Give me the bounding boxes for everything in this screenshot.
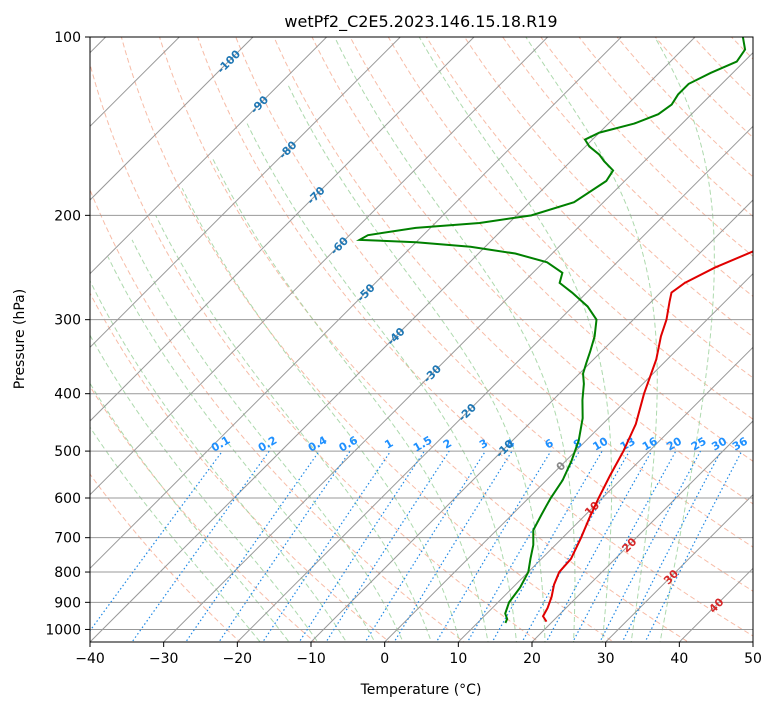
mixing-ratio-line — [491, 450, 603, 642]
x-tick-label: 0 — [380, 651, 389, 667]
isotherm-line — [90, 37, 549, 496]
isotherm-line — [457, 346, 753, 642]
mixing-ratio-line — [262, 450, 392, 642]
mixing-ratio-line — [435, 450, 552, 642]
y-tick-label: 1000 — [45, 622, 81, 638]
isotherm-line — [162, 51, 753, 642]
moist-adiabat-line — [654, 37, 715, 642]
x-tick-label: −30 — [149, 651, 179, 667]
y-tick-label: 900 — [54, 595, 81, 611]
y-tick-label: 600 — [54, 491, 81, 507]
isotherm-line — [604, 493, 753, 642]
y-tick-label: 400 — [54, 387, 81, 403]
moist-adiabat-line — [107, 256, 376, 642]
chart-title: wetPf2_C2E5.2023.146.15.18.R19 — [284, 12, 557, 32]
mixing-ratio-line — [298, 450, 425, 642]
mixing-ratio-line — [599, 450, 702, 642]
mixing-ratio-line — [521, 450, 631, 642]
dry-adiabat-line — [235, 37, 753, 592]
x-tick-label: 40 — [670, 651, 688, 667]
mixing-ratio-line — [325, 450, 450, 642]
moist-adiabat-line — [90, 334, 319, 642]
y-tick-label: 300 — [54, 313, 81, 329]
x-axis-ticks: −40 −30 −20 −10 0 10 20 30 40 50 — [75, 642, 762, 667]
dry-adiabat-line — [120, 37, 615, 642]
x-tick-label: 30 — [597, 651, 615, 667]
dry-adiabat-line — [273, 37, 753, 548]
moist-adiabat-line — [287, 83, 546, 642]
isotherm-line — [90, 37, 696, 642]
mixing-ratio-line — [131, 450, 270, 642]
isotherm-line — [383, 272, 753, 642]
y-tick-label: 800 — [54, 565, 81, 581]
dry-adiabat-line — [197, 37, 753, 637]
y-axis-label: Pressure (hPa) — [12, 289, 28, 389]
moist-adiabat-line — [90, 279, 347, 642]
isotherm-line — [236, 125, 753, 642]
moist-adiabat-line — [90, 426, 261, 642]
y-tick-label: 100 — [54, 30, 81, 46]
dry-adiabat-line — [90, 292, 391, 642]
x-tick-label: 50 — [744, 651, 762, 667]
dry-adiabat-line — [387, 37, 753, 420]
isotherm-line — [90, 37, 402, 349]
dry-adiabat-line — [90, 188, 465, 642]
y-axis-ticks: 1000 900 800 700 600 500 400 300 200 100 — [45, 30, 90, 638]
dry-adiabat-line — [158, 37, 690, 642]
mixing-ratio-lines — [90, 450, 743, 642]
dry-adiabats — [90, 37, 753, 642]
plot-frame — [89, 36, 754, 643]
isotherms — [90, 37, 753, 642]
x-axis-label: Temperature (°C) — [360, 682, 482, 698]
x-tick-label: 10 — [449, 651, 467, 667]
moist-adiabat-line — [211, 157, 489, 642]
isotherm-line — [531, 420, 753, 642]
x-tick-label: −20 — [223, 651, 253, 667]
dry-adiabat-line — [90, 385, 316, 642]
mixing-ratio-line — [90, 450, 223, 632]
dry-adiabat-line — [425, 37, 753, 379]
mixing-ratio-line — [218, 450, 351, 642]
mixing-ratio-line — [572, 450, 677, 642]
y-tick-label: 500 — [54, 444, 81, 460]
isotherm-line — [90, 37, 328, 275]
moist-adiabat-line — [155, 215, 432, 642]
dewpoint-profile-line — [355, 37, 747, 624]
isotherm-line — [90, 37, 623, 570]
dry-adiabat-line — [311, 37, 753, 505]
x-tick-label: −10 — [296, 651, 326, 667]
isotherm-line — [90, 37, 254, 201]
x-tick-label: −40 — [75, 651, 105, 667]
isotherm-line — [90, 37, 475, 422]
isotherm-line — [310, 199, 753, 642]
moist-adiabat-line — [131, 239, 404, 642]
moist-adiabat-line — [90, 382, 290, 642]
mixing-ratio-line — [393, 450, 513, 642]
dry-adiabat-line — [90, 62, 540, 642]
temperature-profile-line — [541, 250, 753, 623]
mixing-ratio-line — [545, 450, 653, 642]
isotherm-line — [90, 37, 181, 128]
y-tick-label: 700 — [54, 531, 81, 547]
isobars — [90, 37, 753, 630]
y-tick-label: 200 — [54, 208, 81, 224]
mixing-ratio-line — [364, 450, 486, 642]
x-tick-label: 20 — [523, 651, 541, 667]
